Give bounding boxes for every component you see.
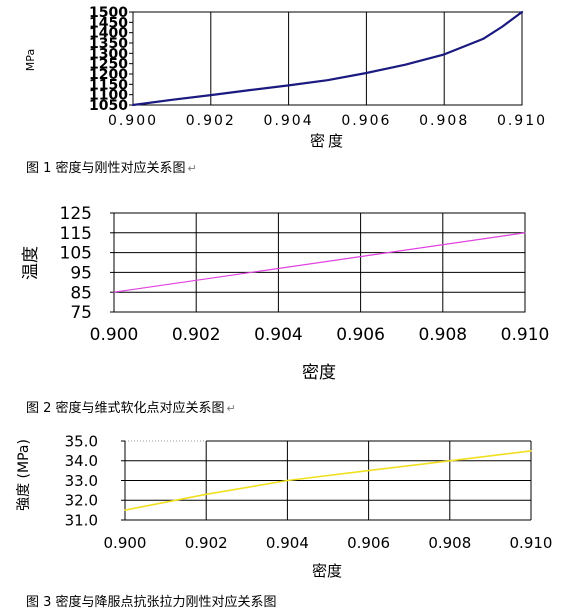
- y-tick-label: 34.0: [65, 452, 98, 470]
- x-tick-label: 0.910: [497, 113, 547, 129]
- x-tick-label: 0.908: [419, 113, 469, 129]
- x-tick-label: 0.902: [186, 113, 236, 129]
- caption-text: 图 3 密度与降服点抗张拉力刚性对应关系图: [26, 595, 277, 610]
- y-tick-label: 1450: [89, 15, 128, 31]
- y-tick-label: 35.0: [65, 432, 98, 450]
- chart-grid: [210, 12, 445, 105]
- series-line: [131, 10, 524, 107]
- chart-grid: [125, 441, 531, 520]
- figure-caption-1: 图 1 密度与刚性对应关系图 ↵: [26, 157, 197, 176]
- y-tick-label: 32.0: [65, 492, 98, 510]
- chart-series: [113, 232, 526, 293]
- y-tick-label: 33.0: [65, 472, 98, 490]
- x-axis-label: 密度: [312, 562, 342, 580]
- y-axis-label: 温度: [21, 246, 41, 280]
- caption-text: 图 2 密度与维式软化点对应关系图: [26, 401, 225, 416]
- x-axis-label: 密度: [302, 363, 336, 383]
- chart-frame: [132, 11, 523, 106]
- y-tick-label: 1050: [89, 98, 128, 114]
- x-tick-label: 0.908: [428, 534, 471, 552]
- paragraph-mark: ↵: [187, 162, 197, 175]
- chart-frame: [113, 212, 526, 313]
- paragraph-mark: ↵: [226, 402, 236, 415]
- y-tick-label: 31.0: [65, 511, 98, 529]
- y-axis-ticks: 31.032.0 33.0 34.0 35.0: [65, 432, 125, 529]
- x-axis-ticks: 0.900 0.902 0.904 0.906 0.908 0.910: [104, 534, 553, 552]
- x-tick-label: 0.906: [336, 325, 385, 345]
- x-tick-label: 0.910: [501, 325, 550, 345]
- y-tick-label: 85: [70, 283, 92, 303]
- y-tick-label: 1250: [89, 57, 128, 73]
- x-tick-label: 0.902: [185, 534, 228, 552]
- x-axis-ticks: 0.900 0.902 0.904 0.906 0.908 0.910: [108, 113, 547, 129]
- chart-series: [124, 450, 532, 511]
- figure-caption-3: 图 3 密度与降服点抗张拉力刚性对应关系图: [26, 591, 279, 610]
- y-tick-label: 1500: [89, 5, 128, 21]
- y-tick-label: 1300: [89, 46, 128, 62]
- x-tick-label: 0.906: [347, 534, 390, 552]
- y-tick-label: 1400: [89, 26, 128, 42]
- x-tick-label: 0.900: [90, 325, 139, 345]
- chart-series: [131, 10, 524, 107]
- plot-frame: [113, 212, 526, 313]
- x-tick-label: 0.900: [104, 534, 147, 552]
- x-tick-label: 0.906: [341, 113, 391, 129]
- y-tick-label: 115: [60, 224, 92, 244]
- x-tick-label: 0.908: [418, 325, 467, 345]
- y-tick-label: 1200: [89, 67, 128, 83]
- y-axis-label: 強度 (MPa): [16, 439, 32, 511]
- chart-grid: [114, 213, 525, 312]
- y-axis-label: MPa: [24, 49, 37, 71]
- y-tick-label: 105: [60, 244, 92, 264]
- plot-frame: [132, 11, 523, 106]
- y-tick-label: 125: [60, 204, 92, 224]
- x-tick-label: 0.904: [266, 534, 309, 552]
- x-tick-label: 0.910: [510, 534, 553, 552]
- y-tick-label: 1350: [89, 36, 128, 52]
- chart-density-rigidity: 1050110011501200125013001350140014501500…: [24, 5, 547, 150]
- series-line: [113, 232, 526, 293]
- figure-caption-2: 图 2 密度与维式软化点对应关系图 ↵: [26, 397, 236, 416]
- y-tick-label: 1150: [89, 77, 128, 93]
- x-tick-label: 0.904: [254, 325, 303, 345]
- x-tick-label: 0.904: [264, 113, 314, 129]
- chart-density-yield-strength: 31.032.033.034.035.0 0.900 0.902 0.904 0.90…: [16, 432, 553, 580]
- caption-text: 图 1 密度与刚性对应关系图: [26, 161, 186, 176]
- x-tick-label: 0.900: [108, 113, 158, 129]
- series-line: [124, 450, 532, 511]
- x-tick-label: 0.902: [172, 325, 221, 345]
- x-axis-label: 密度: [310, 132, 346, 150]
- y-tick-label: 75: [70, 303, 92, 323]
- y-tick-label: 1100: [89, 88, 128, 104]
- y-tick-label: 95: [70, 264, 92, 284]
- x-axis-ticks: 0.900 0.902 0.904 0.906 0.908 0.910: [90, 325, 550, 345]
